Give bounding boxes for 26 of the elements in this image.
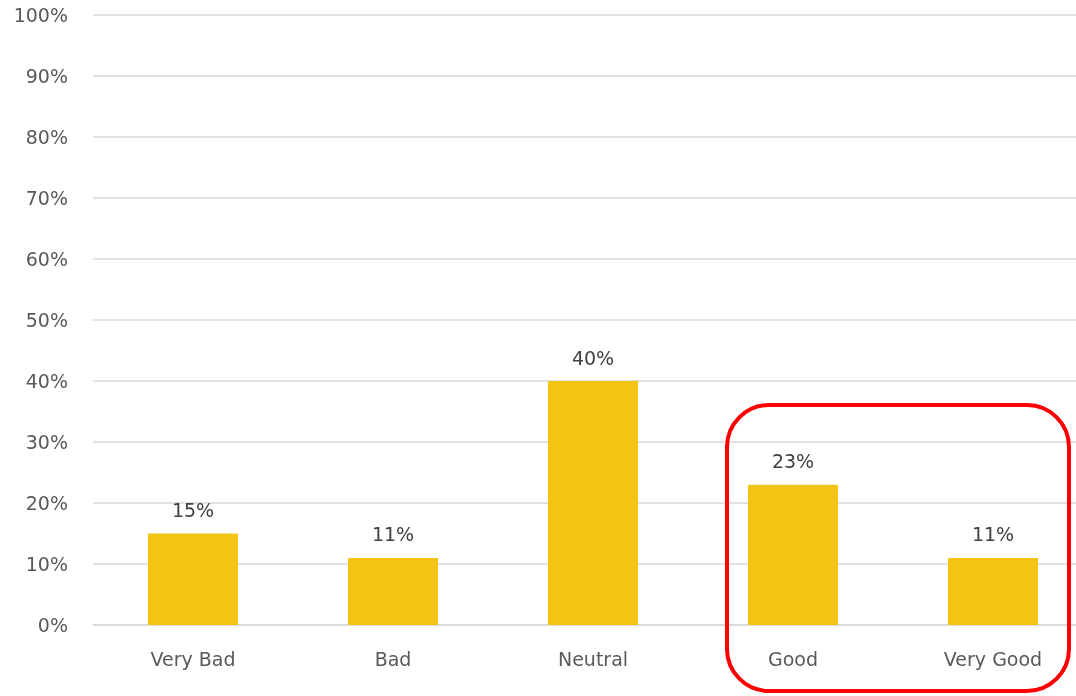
x-tick-label: Very Good: [943, 647, 1043, 670]
y-tick-label: 10%: [25, 553, 68, 575]
x-tick-label: Very Bad: [150, 647, 236, 670]
data-label: 23%: [771, 450, 815, 473]
x-tick-label: Bad: [374, 647, 412, 670]
data-label: 15%: [171, 499, 215, 521]
x-tick-label: Good: [767, 647, 819, 670]
y-tick-label: 50%: [25, 309, 68, 331]
bar: [348, 557, 438, 625]
data-label: 40%: [571, 346, 615, 369]
y-tick-label: 60%: [25, 248, 68, 270]
bar: [748, 484, 838, 625]
y-tick-label: 20%: [25, 492, 68, 514]
y-tick-label: 100%: [13, 4, 68, 26]
y-tick-label: 30%: [25, 431, 68, 453]
y-tick-label: 90%: [25, 65, 68, 87]
y-tick-label: 0%: [37, 614, 68, 636]
x-tick-label: Neutral: [557, 647, 629, 670]
bar: [548, 381, 638, 625]
y-tick-label: 40%: [25, 370, 68, 392]
data-label: 11%: [971, 523, 1015, 546]
y-tick-label: 80%: [25, 126, 68, 148]
bar: [148, 533, 238, 625]
bar: [948, 557, 1038, 625]
data-label: 11%: [371, 523, 415, 546]
y-tick-label: 70%: [25, 187, 68, 209]
